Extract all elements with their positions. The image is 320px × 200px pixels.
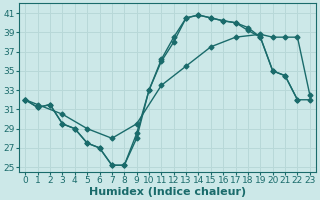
X-axis label: Humidex (Indice chaleur): Humidex (Indice chaleur) (89, 187, 246, 197)
